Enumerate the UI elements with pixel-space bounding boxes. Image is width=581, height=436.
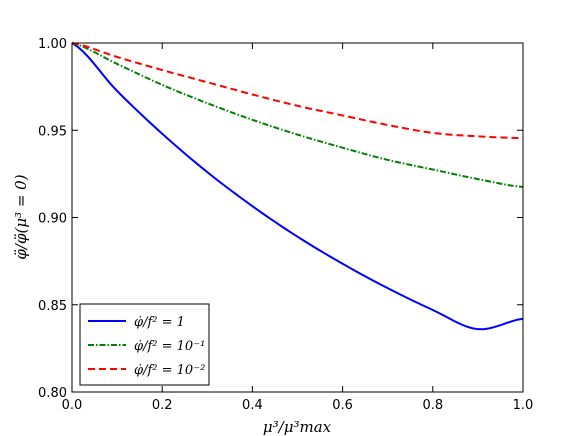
- x-tick-label-3: 0.6: [332, 398, 353, 413]
- series-line-1: [71, 42, 524, 331]
- series-line-3: [71, 42, 524, 140]
- x-tick-label-0: 0.0: [62, 398, 83, 413]
- y-tick-label-4: 1.00: [38, 37, 67, 52]
- legend: φ̇/f² = 1 φ̇/f² = 10⁻¹ φ̇/f² = 10⁻²: [79, 303, 210, 386]
- series-group: [71, 42, 524, 331]
- legend-label-series-1: φ̇/f² = 1: [134, 315, 185, 330]
- y-tick-label-2: 0.90: [38, 212, 67, 227]
- legend-label-series-3: φ̇/f² = 10⁻²: [134, 363, 205, 378]
- x-tick-label-1: 0.2: [152, 398, 173, 413]
- x-axis-label: μ³/μ³max: [263, 418, 332, 436]
- x-tick-label-5: 1.0: [513, 398, 534, 413]
- y-tick-label-0: 0.80: [38, 386, 67, 401]
- x-tick-label-4: 0.8: [422, 398, 443, 413]
- plot-frame: [71, 42, 524, 393]
- y-tick-label-1: 0.85: [38, 299, 67, 314]
- y-tick-label-3: 0.95: [38, 124, 67, 139]
- x-tick-label-2: 0.4: [242, 398, 263, 413]
- y-axis-label: φ̈/φ̈(μ³ = 0): [12, 174, 30, 259]
- legend-label-series-2: φ̇/f² = 10⁻¹: [134, 339, 205, 354]
- series-line-2: [71, 42, 524, 188]
